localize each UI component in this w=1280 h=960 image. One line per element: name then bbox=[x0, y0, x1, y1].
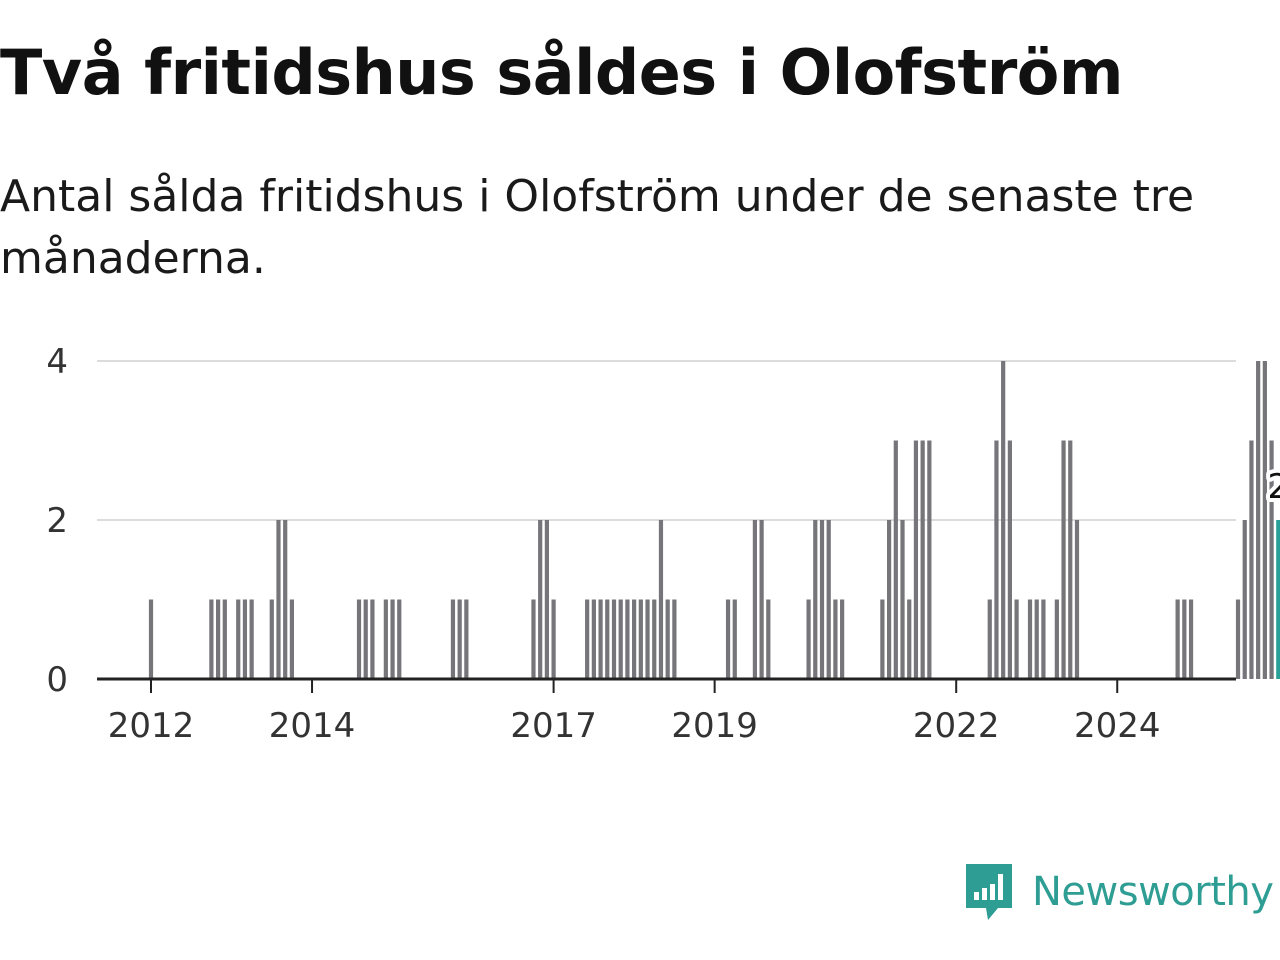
bar bbox=[1007, 440, 1012, 679]
bar bbox=[276, 520, 281, 679]
bar bbox=[766, 599, 771, 679]
y-tick-label: 0 bbox=[46, 660, 68, 700]
bar bbox=[833, 599, 838, 679]
bar bbox=[605, 599, 610, 679]
bar bbox=[538, 520, 543, 679]
bar bbox=[249, 599, 254, 679]
bar bbox=[209, 599, 214, 679]
bar-highlighted bbox=[1276, 520, 1280, 679]
bars: 2 bbox=[148, 361, 1280, 679]
bar-chart: 0 2 4 2 2012 2014 2017 2019 2022 2024 bbox=[46, 342, 1280, 746]
bar bbox=[645, 599, 650, 679]
bar bbox=[840, 599, 845, 679]
x-tick-label: 2024 bbox=[1074, 706, 1161, 746]
bar bbox=[148, 599, 154, 679]
bar bbox=[638, 599, 643, 679]
bar bbox=[1256, 361, 1261, 679]
bar bbox=[632, 599, 637, 679]
bar bbox=[1027, 599, 1033, 679]
bar bbox=[1061, 440, 1066, 679]
bar bbox=[658, 520, 664, 679]
bar bbox=[370, 599, 375, 679]
bar bbox=[363, 599, 368, 679]
chart-title: Två fritidshus såldes i Olofström bbox=[0, 36, 1123, 109]
x-axis: 2012 2014 2017 2019 2022 2024 bbox=[97, 677, 1236, 746]
bar bbox=[222, 599, 227, 679]
bar bbox=[725, 599, 731, 679]
bar bbox=[625, 599, 630, 679]
bar bbox=[987, 599, 992, 679]
newsworthy-logo-icon bbox=[966, 864, 1012, 920]
bar bbox=[806, 599, 811, 679]
x-tick-label: 2022 bbox=[913, 706, 1000, 746]
bar bbox=[618, 599, 623, 679]
bar bbox=[1034, 599, 1039, 679]
bar bbox=[242, 599, 248, 679]
bar bbox=[1242, 520, 1247, 679]
brand-name: Newsworthy bbox=[1032, 869, 1274, 915]
data-label: 2 bbox=[1267, 467, 1280, 507]
bar bbox=[269, 599, 274, 679]
bar bbox=[652, 599, 657, 679]
bar bbox=[893, 440, 898, 679]
bar bbox=[813, 520, 818, 679]
bar bbox=[544, 520, 549, 679]
bar bbox=[1262, 361, 1267, 679]
x-tick-label: 2012 bbox=[108, 706, 195, 746]
bar bbox=[887, 520, 892, 679]
bar bbox=[289, 599, 295, 679]
bar bbox=[994, 440, 999, 679]
bar bbox=[1074, 520, 1080, 679]
bar bbox=[759, 520, 764, 679]
bar bbox=[1068, 440, 1073, 679]
bar bbox=[551, 599, 556, 679]
bar bbox=[464, 599, 469, 679]
bar bbox=[665, 599, 670, 679]
bar bbox=[672, 599, 677, 679]
bar bbox=[356, 599, 362, 679]
bar bbox=[826, 520, 831, 679]
bar bbox=[880, 599, 885, 679]
bar bbox=[752, 520, 757, 679]
bar bbox=[591, 599, 596, 679]
bar bbox=[920, 440, 925, 679]
bar bbox=[1054, 599, 1059, 679]
bar bbox=[1249, 440, 1254, 679]
brand-logo: Newsworthy bbox=[964, 862, 1274, 922]
bar bbox=[390, 599, 395, 679]
bar bbox=[819, 520, 825, 679]
bar bbox=[900, 520, 905, 679]
bar bbox=[1014, 599, 1019, 679]
bar bbox=[383, 599, 388, 679]
bar bbox=[907, 599, 912, 679]
bar bbox=[1269, 440, 1274, 679]
bar bbox=[457, 599, 462, 679]
bar bbox=[1175, 599, 1180, 679]
bar bbox=[216, 599, 221, 679]
chart-subtitle: Antal sålda fritidshus i Olofström under… bbox=[0, 171, 1195, 284]
bar bbox=[611, 599, 617, 679]
y-tick-label: 4 bbox=[46, 342, 68, 382]
bar bbox=[397, 599, 402, 679]
bar bbox=[585, 599, 590, 679]
bar bbox=[283, 520, 288, 679]
bar bbox=[732, 599, 737, 679]
bar bbox=[531, 599, 536, 679]
bar bbox=[1188, 599, 1194, 679]
bar bbox=[236, 599, 241, 679]
bar bbox=[913, 440, 919, 679]
bar bbox=[450, 599, 456, 679]
bar bbox=[1001, 361, 1006, 679]
x-tick-label: 2019 bbox=[671, 706, 758, 746]
bar bbox=[927, 440, 932, 679]
y-tick-label: 2 bbox=[46, 501, 68, 541]
bar bbox=[1182, 599, 1187, 679]
bar bbox=[1041, 599, 1046, 679]
bar bbox=[1235, 599, 1241, 679]
x-tick-label: 2014 bbox=[269, 706, 356, 746]
bar bbox=[598, 599, 603, 679]
x-tick-label: 2017 bbox=[510, 706, 597, 746]
